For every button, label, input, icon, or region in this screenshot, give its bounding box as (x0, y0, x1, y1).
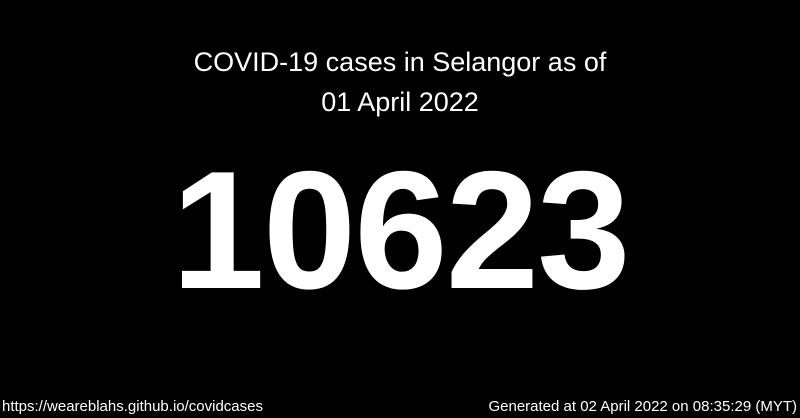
page-title: COVID-19 cases in Selangor as of 01 Apri… (0, 42, 800, 122)
source-url: https://weareblahs.github.io/covidcases (2, 398, 263, 415)
title-line-1: COVID-19 cases in Selangor as of (193, 47, 607, 77)
case-count: 10623 (171, 136, 630, 324)
generated-timestamp: Generated at 02 April 2022 on 08:35:29 (… (488, 398, 797, 415)
title-line-2: 01 April 2022 (321, 87, 479, 117)
